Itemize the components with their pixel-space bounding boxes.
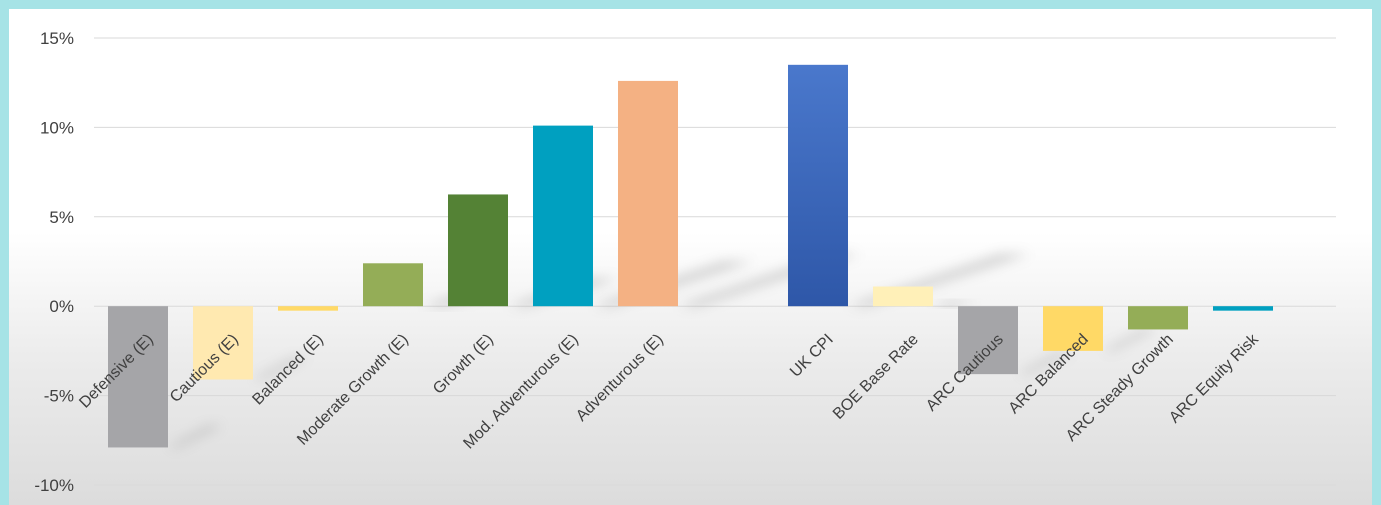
category-label: UK CPI [787,331,837,381]
category-labels: Defensive (E) Cautious (E) Balanced (E)Mod… [76,330,1262,452]
y-tick-label: 0% [49,297,74,316]
bar-shadow [933,301,978,307]
y-tick-label: 5% [49,208,74,227]
bar [278,306,338,311]
bar-shadow [253,357,308,380]
y-axis-ticks: 15% 10% 5% 0% -5% -10% [34,29,74,495]
category-label: BOE Base Rate [830,331,922,423]
bar [1128,306,1188,330]
bar [1213,306,1273,311]
bar [363,263,423,307]
bar-chart: 15% 10% 5% 0% -5% -10% Defensive (E) Cautious … [34,29,1336,495]
bar [1043,306,1103,351]
bar [618,80,678,307]
bar [448,194,508,307]
bar-shadow [1103,328,1158,351]
category-label: Growth (E) [430,331,497,398]
bar [958,306,1018,375]
bar-shadow [1018,352,1073,375]
gridlines [94,37,1336,486]
category-label: Adventurous (E) [573,331,667,425]
y-tick-label: 10% [40,118,74,137]
y-tick-label: 15% [40,29,74,48]
category-label: Balanced (E) [249,331,326,408]
y-tick-label: -10% [34,476,74,495]
bar [533,125,593,307]
bar-shadow [168,425,223,448]
bar [788,64,848,307]
bar [873,286,933,307]
bars [108,64,1273,448]
y-tick-label: -5% [44,387,74,406]
category-label: ARC Equity Risk [1166,330,1262,426]
bar [108,306,168,448]
chart-area: 15% 10% 5% 0% -5% -10% Defensive (E) Cautious … [9,9,1372,505]
bar [193,306,253,380]
